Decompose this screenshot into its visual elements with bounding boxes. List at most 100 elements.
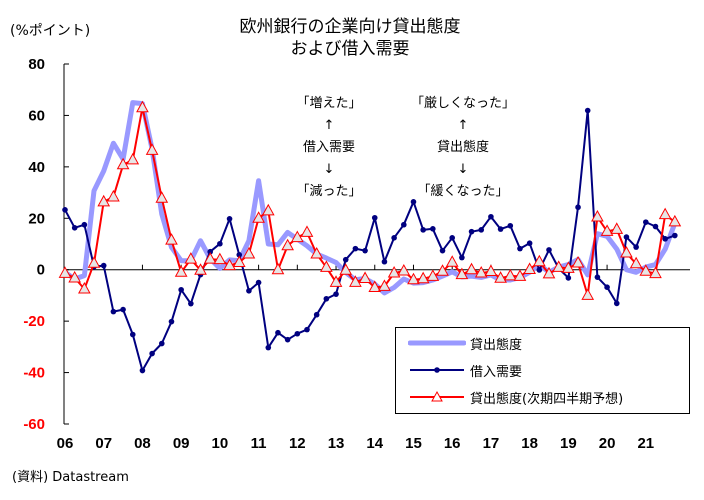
data-point [668,214,682,227]
data-point [246,288,252,294]
data-point [168,318,175,325]
data-point [465,262,478,275]
data-point [391,235,397,241]
source-note: (資料) Datastream [12,470,129,485]
data-point [313,311,320,318]
data-point [126,152,140,165]
x-tick-label: 15 [405,435,422,452]
legend-item-lending-stance-expected: 貸出態度(次期四半期予想) [408,387,623,407]
legend-swatch-lending-stance [408,340,466,346]
data-point [488,213,494,220]
x-tick-label: 14 [366,435,383,452]
x-tick-label: 11 [251,435,267,452]
data-point [474,266,488,278]
series-lending-stance-expected [58,100,682,300]
data-point [232,255,246,268]
data-point [275,329,281,336]
data-point [604,284,610,291]
data-point [562,261,575,273]
data-point [62,207,68,213]
data-point [623,234,630,240]
data-point [304,326,310,333]
data-point [420,227,426,233]
x-tick-label: 13 [328,435,345,452]
data-point [600,224,614,236]
data-point [68,270,82,283]
data-point [571,255,585,268]
data-point [387,266,401,278]
data-point [149,350,155,357]
series-borrowing-demand-line [64,109,676,372]
y-tick-label: 20 [28,210,45,227]
y-tick-label: 0 [37,262,45,279]
data-point [188,300,194,307]
data-point [178,286,184,293]
data-point [672,232,678,239]
data-point [81,221,88,228]
data-point [397,263,411,276]
legend-label: 借入需要 [470,364,523,380]
data-point [407,272,420,285]
data-point [378,279,391,291]
data-point [416,271,430,284]
x-tick-label: 20 [599,435,616,452]
data-point [329,275,343,287]
data-point [368,280,382,292]
data-point [455,267,469,280]
data-point [507,222,514,229]
data-point [165,233,178,245]
annotation-lending-down-label: 「緩くなった」 [417,184,509,199]
data-point [591,209,604,222]
data-point [459,254,465,261]
data-point [323,295,330,302]
data-point [159,340,165,347]
data-point [349,275,362,287]
x-tick-label: 12 [289,435,306,452]
data-point [662,236,668,242]
data-point [255,279,262,286]
data-point [643,219,649,225]
data-point [410,199,417,205]
chart-title: 欧州銀行の企業向け貸出態度 および借入需要 [180,16,520,60]
annotation-lending-up-label: 「厳しくなった」 [410,96,515,111]
data-point [536,267,543,273]
data-point [517,245,523,252]
data-point [120,306,126,313]
data-point [581,288,595,300]
y-tick-label: -40 [23,365,45,382]
x-tick-label: 09 [173,435,190,452]
data-point [352,245,359,252]
data-point [217,240,223,247]
data-point [445,255,459,267]
data-point [436,264,449,276]
data-point [513,269,527,281]
data-point [565,275,572,281]
data-point [358,271,372,283]
data-point [629,256,643,269]
y-tick-label: 60 [28,107,45,124]
data-point [261,203,275,216]
data-point [526,240,533,247]
data-point [652,223,659,230]
data-point [265,344,272,351]
legend-item-borrowing-demand: 借入需要 [408,360,522,380]
data-point [290,230,304,243]
data-point [194,263,207,275]
annotation-borrowing: 「増えた」 ↑ 借入需要 ↓ 「減った」 [284,93,374,203]
data-point [310,246,324,259]
x-tick-label: 07 [95,435,112,452]
data-point [610,222,624,234]
y-tick-label: 80 [28,56,45,73]
data-point [252,211,265,223]
data-point [333,291,339,297]
legend-label: 貸出態度 [470,337,523,353]
data-point [497,226,504,232]
data-point [639,264,653,276]
data-point [594,274,601,280]
arrow-up-icon: ↑ [457,118,469,133]
data-point [71,225,78,231]
data-point [100,262,107,269]
data-point [552,260,566,272]
annotation-lending-name: 貸出態度 [436,140,489,155]
